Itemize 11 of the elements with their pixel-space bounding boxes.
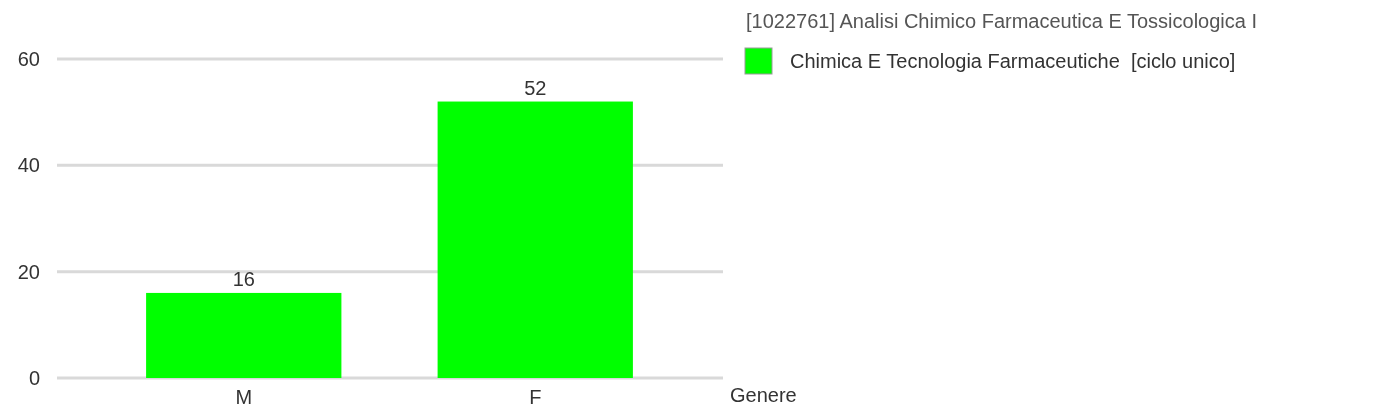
legend-title: [1022761] Analisi Chimico Farmaceutica E Tossicologica I — [746, 10, 1257, 32]
legend-label: Chimica E Tecnologia Farmaceutiche [ciclo unico] — [790, 50, 1236, 72]
y-tick-label: 0 — [28, 367, 40, 389]
data-label: 52 — [524, 76, 547, 99]
x-tick-label: F — [529, 386, 542, 405]
y-tick-label: 20 — [17, 260, 40, 283]
data-label: 16 — [232, 267, 255, 290]
x-tick-label: M — [235, 386, 253, 405]
x-axis-title: Genere — [730, 384, 797, 405]
y-tick-label: 60 — [17, 48, 40, 70]
y-tick-label: 40 — [17, 154, 40, 177]
